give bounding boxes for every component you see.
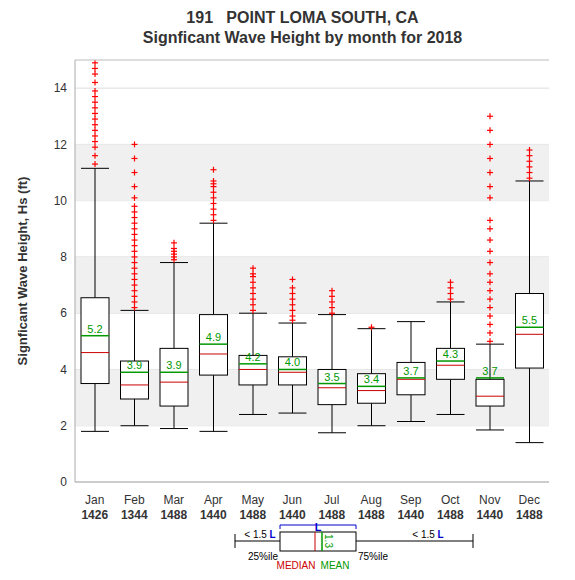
svg-text:12: 12 — [54, 138, 68, 152]
svg-text:4.3: 4.3 — [443, 348, 458, 360]
svg-text:1440: 1440 — [200, 508, 227, 522]
svg-text:3.5: 3.5 — [324, 371, 339, 383]
svg-text:4.0: 4.0 — [285, 356, 300, 368]
svg-text:Jul: Jul — [324, 493, 339, 507]
svg-text:Jun: Jun — [283, 493, 302, 507]
svg-text:1488: 1488 — [160, 508, 187, 522]
svg-text:1426: 1426 — [81, 508, 108, 522]
svg-text:1488: 1488 — [358, 508, 385, 522]
svg-text:1440: 1440 — [476, 508, 503, 522]
svg-text:3.9: 3.9 — [127, 359, 142, 371]
svg-text:2: 2 — [60, 419, 67, 433]
svg-text:1440: 1440 — [397, 508, 424, 522]
svg-text:3.9: 3.9 — [166, 359, 181, 371]
svg-text:4.9: 4.9 — [206, 331, 221, 343]
svg-text:< 1.5 L: < 1.5 L — [244, 529, 275, 540]
svg-text:1488: 1488 — [239, 508, 266, 522]
svg-text:L: L — [315, 522, 322, 533]
svg-text:Feb: Feb — [124, 493, 145, 507]
svg-text:75%ile: 75%ile — [358, 551, 388, 562]
svg-text:3.4: 3.4 — [364, 373, 379, 385]
svg-text:Apr: Apr — [204, 493, 223, 507]
svg-text:1.3: 1.3 — [323, 534, 334, 548]
svg-text:6: 6 — [60, 306, 67, 320]
svg-text:1488: 1488 — [318, 508, 345, 522]
svg-text:1344: 1344 — [121, 508, 148, 522]
svg-text:Signficant Wave Height, Hs (ft: Signficant Wave Height, Hs (ft) — [15, 177, 30, 366]
svg-text:25%ile: 25%ile — [248, 551, 278, 562]
svg-text:Aug: Aug — [361, 493, 382, 507]
svg-text:14: 14 — [54, 81, 68, 95]
svg-text:Dec: Dec — [519, 493, 540, 507]
svg-text:Sep: Sep — [400, 493, 422, 507]
svg-text:Nov: Nov — [479, 493, 500, 507]
svg-text:< 1.5 L: < 1.5 L — [412, 529, 443, 540]
svg-text:1488: 1488 — [516, 508, 543, 522]
svg-text:Jan: Jan — [85, 493, 104, 507]
svg-text:Oct: Oct — [441, 493, 460, 507]
svg-text:0: 0 — [60, 475, 67, 489]
svg-text:4: 4 — [60, 363, 67, 377]
html-text:Signficant Wave Height by mont: Signficant Wave Height by month for 2018 — [142, 29, 463, 46]
svg-text:5.5: 5.5 — [522, 314, 537, 326]
svg-text:1440: 1440 — [279, 508, 306, 522]
svg-text:10: 10 — [54, 194, 68, 208]
svg-text:5.2: 5.2 — [87, 323, 102, 335]
svg-text:MEDIAN: MEDIAN — [277, 560, 316, 570]
svg-text:3.7: 3.7 — [403, 365, 418, 377]
svg-text:8: 8 — [60, 250, 67, 264]
html-text:191 POINT LOMA SOUTH, CA: 191 POINT LOMA SOUTH, CA — [186, 9, 419, 26]
svg-text:4.2: 4.2 — [245, 351, 260, 363]
svg-text:3.7: 3.7 — [482, 365, 497, 377]
svg-text:1488: 1488 — [437, 508, 464, 522]
svg-text:MEAN: MEAN — [321, 560, 350, 570]
svg-text:Mar: Mar — [163, 493, 184, 507]
svg-text:May: May — [241, 493, 264, 507]
